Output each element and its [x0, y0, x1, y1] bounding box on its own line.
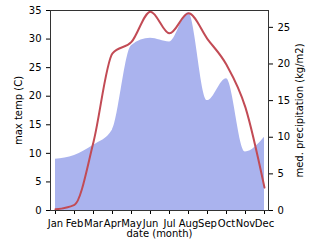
- svg-text:35: 35: [29, 5, 42, 16]
- svg-text:Apr: Apr: [104, 218, 122, 229]
- svg-text:Nov: Nov: [236, 218, 256, 229]
- svg-text:20: 20: [29, 90, 42, 101]
- svg-text:max temp (C): max temp (C): [13, 76, 24, 145]
- svg-text:Oct: Oct: [218, 218, 235, 229]
- svg-text:25: 25: [278, 22, 291, 33]
- svg-text:med. precipitation (kg/m2): med. precipitation (kg/m2): [294, 43, 305, 177]
- svg-text:Jan: Jan: [47, 218, 63, 229]
- svg-text:Dec: Dec: [255, 218, 274, 229]
- svg-text:date (month): date (month): [127, 228, 193, 239]
- svg-text:10: 10: [29, 148, 42, 159]
- svg-text:Mar: Mar: [84, 218, 104, 229]
- svg-text:0: 0: [278, 205, 284, 216]
- svg-text:5: 5: [278, 168, 284, 179]
- svg-text:10: 10: [278, 131, 291, 142]
- svg-text:Sep: Sep: [198, 218, 217, 229]
- svg-text:5: 5: [35, 176, 41, 187]
- svg-text:30: 30: [29, 33, 42, 44]
- svg-text:25: 25: [29, 62, 42, 73]
- svg-text:20: 20: [278, 58, 291, 69]
- svg-text:15: 15: [278, 95, 291, 106]
- svg-text:15: 15: [29, 119, 42, 130]
- svg-text:0: 0: [35, 205, 41, 216]
- svg-text:Feb: Feb: [66, 218, 84, 229]
- html-text:May Jun Jul Aug: May Jun Jul Aug: [121, 217, 199, 229]
